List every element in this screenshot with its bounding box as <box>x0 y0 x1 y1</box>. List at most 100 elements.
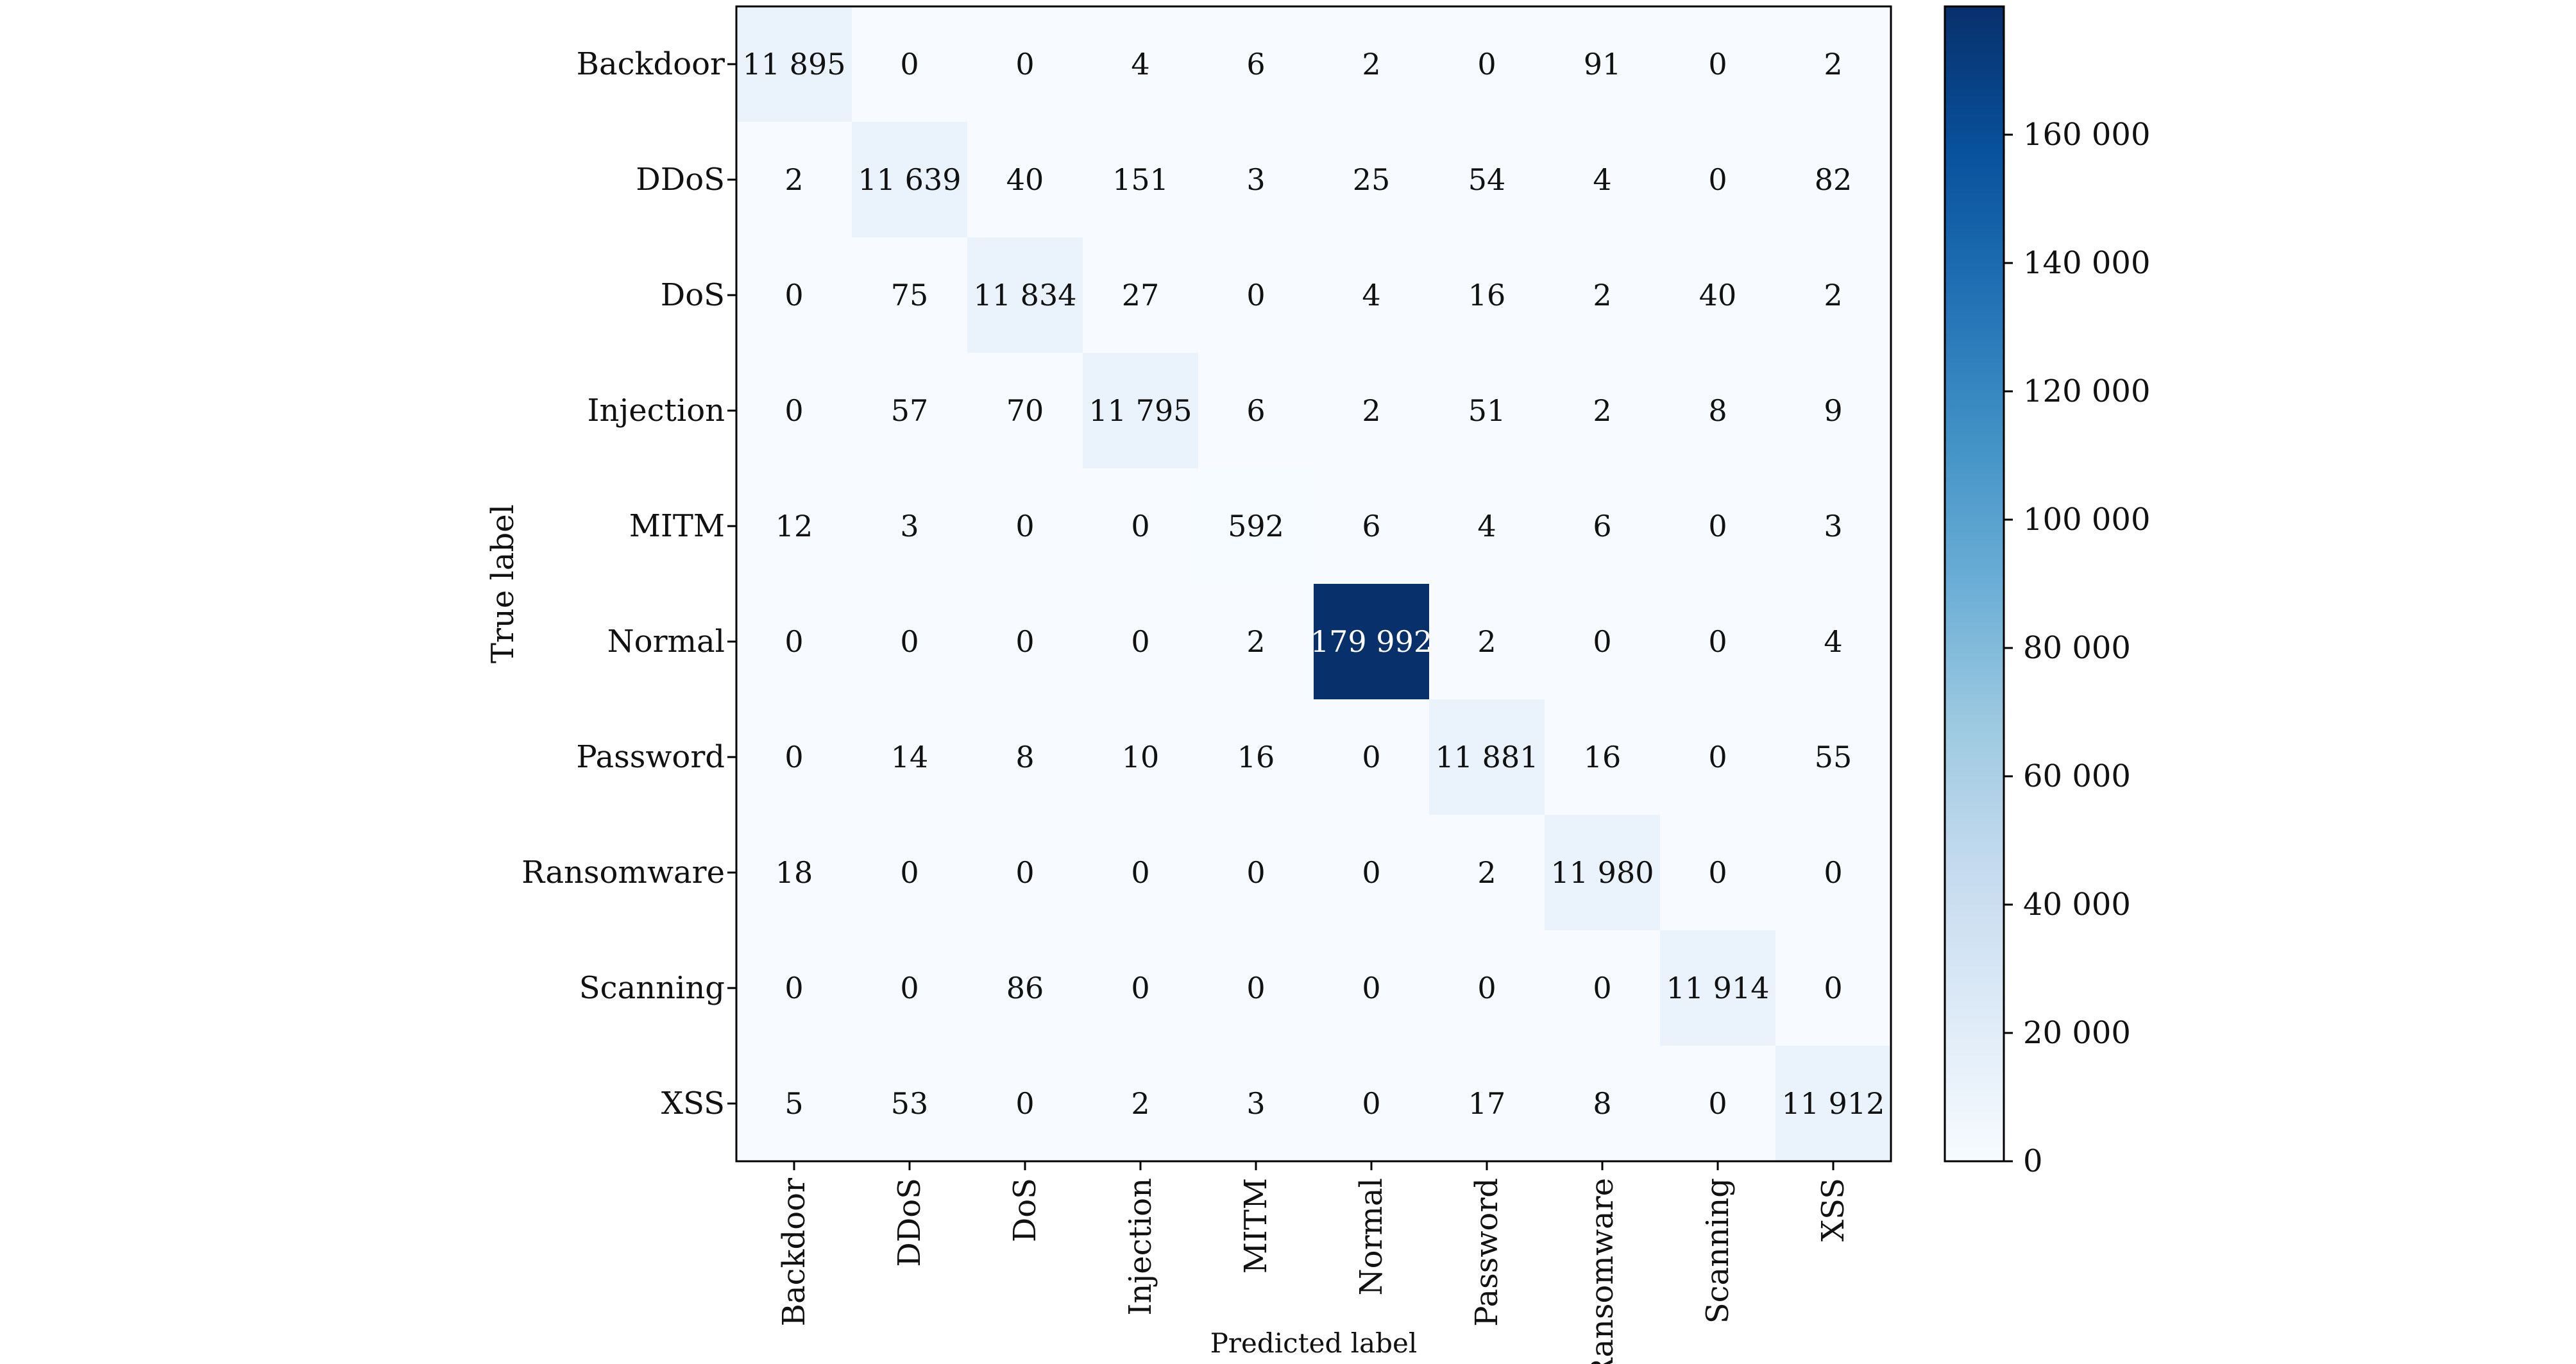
cell-value-label: 4 <box>1362 278 1380 312</box>
heatmap-cell <box>736 468 852 584</box>
cell-value-label: 3 <box>900 509 919 543</box>
cell-value-label: 0 <box>1593 971 1611 1005</box>
heatmap-cell <box>1429 584 1545 699</box>
heatmap-cell <box>1660 930 1775 1046</box>
cell-value-label: 0 <box>1708 509 1727 543</box>
cell-value-label: 6 <box>1246 393 1265 428</box>
heatmap-cell <box>1545 353 1660 468</box>
y-tick-label: MITM <box>629 508 725 544</box>
cell-value-label: 0 <box>1015 855 1034 890</box>
cell-value-label: 70 <box>1006 393 1044 428</box>
cell-value-label: 0 <box>1246 855 1265 890</box>
heatmap-cell <box>736 584 852 699</box>
cell-value-label: 0 <box>1131 855 1149 890</box>
heatmap-cell <box>1775 468 1891 584</box>
heatmap-cell <box>1083 584 1198 699</box>
heatmap-cell <box>1545 1046 1660 1161</box>
cell-value-label: 0 <box>1708 1086 1727 1121</box>
cell-value-label: 51 <box>1468 393 1506 428</box>
heatmap-cell <box>1198 122 1314 237</box>
cell-value-label: 179 992 <box>1310 624 1432 659</box>
heatmap-cell <box>967 930 1083 1046</box>
heatmap-cell <box>967 584 1083 699</box>
x-tick-label: Password <box>1469 1178 1505 1327</box>
cell-value-label: 75 <box>891 278 929 312</box>
cell-value-label: 11 914 <box>1666 971 1770 1005</box>
heatmap-cell <box>1314 468 1429 584</box>
heatmap-cell <box>1314 1046 1429 1161</box>
heatmap-cell <box>1314 237 1429 353</box>
cell-value-label: 0 <box>1824 971 1842 1005</box>
cell-value-label: 0 <box>784 740 803 774</box>
y-tick-label: DoS <box>661 277 725 313</box>
cell-value-label: 11 795 <box>1089 393 1192 428</box>
heatmap-cell <box>1083 815 1198 930</box>
cell-value-label: 0 <box>1015 1086 1034 1121</box>
cell-value-label: 11 912 <box>1782 1086 1885 1121</box>
y-axis: Backdoor DDoS DoS Injection MITM Normal Passwo… <box>521 46 736 1121</box>
cell-value-label: 0 <box>1246 971 1265 1005</box>
heatmap-cell <box>1198 815 1314 930</box>
colorbar-tick-label: 80 000 <box>2023 630 2131 666</box>
heatmap-cell <box>967 122 1083 237</box>
plot-frame <box>735 5 1892 1163</box>
heatmap-cell <box>1198 930 1314 1046</box>
cell-value-label: 27 <box>1122 278 1160 312</box>
x-tick-label: DDoS <box>892 1178 928 1267</box>
heatmap-cell <box>852 584 967 699</box>
heatmap-cell <box>1198 237 1314 353</box>
cell-value-label: 2 <box>1131 1086 1149 1121</box>
heatmap-cell <box>967 815 1083 930</box>
heatmap-cell <box>1429 122 1545 237</box>
cell-value-label: 4 <box>1131 47 1149 81</box>
colorbar-tick-label: 160 000 <box>2023 117 2151 153</box>
cell-value-label: 2 <box>784 162 803 197</box>
heatmap-cell <box>1775 930 1891 1046</box>
y-tick-label: Injection <box>588 393 725 429</box>
heatmap-cell <box>1545 6 1660 122</box>
colorbar-tick-label: 140 000 <box>2023 245 2151 281</box>
heatmap-cell <box>967 1046 1083 1161</box>
cell-value-label: 0 <box>1708 855 1727 890</box>
cell-value-label: 0 <box>1593 624 1611 659</box>
cell-value-label: 0 <box>1362 1086 1380 1121</box>
colorbar: 0 20 000 40 000 60 000 80 000 100 000 120 000 1… <box>1944 5 2151 1179</box>
cell-value-label: 0 <box>1362 740 1380 774</box>
cell-value-label: 2 <box>1824 47 1842 81</box>
heatmap-cell <box>1429 6 1545 122</box>
heatmap-cell <box>1545 237 1660 353</box>
heatmap-cell <box>1083 353 1198 468</box>
cell-value-label: 53 <box>891 1086 929 1121</box>
cell-value-label: 14 <box>891 740 929 774</box>
cell-value-label: 0 <box>1015 509 1034 543</box>
cell-value-label: 0 <box>900 855 919 890</box>
heatmap-cell <box>1083 6 1198 122</box>
cell-value-label: 0 <box>1131 971 1149 1005</box>
heatmap-cell <box>1545 122 1660 237</box>
x-tick-label: Normal <box>1353 1178 1389 1295</box>
cell-value-label: 9 <box>1824 393 1842 428</box>
cell-value-label: 0 <box>1015 47 1034 81</box>
cell-value-label: 0 <box>1246 278 1265 312</box>
cell-value-label: 4 <box>1593 162 1611 197</box>
heatmap-cell <box>1198 468 1314 584</box>
cell-value-label: 0 <box>1362 855 1380 890</box>
colorbar-tick-label: 20 000 <box>2023 1015 2131 1051</box>
x-tick-label: Ransomware <box>1584 1178 1620 1364</box>
heatmap-cell <box>1545 699 1660 815</box>
cell-value-label: 40 <box>1006 162 1044 197</box>
heatmap-cell <box>736 930 852 1046</box>
heatmap-cell <box>1660 468 1775 584</box>
heatmap-cell <box>1775 699 1891 815</box>
heatmap-cell <box>1314 122 1429 237</box>
cell-value-label: 151 <box>1112 162 1169 197</box>
cell-value-label: 6 <box>1246 47 1265 81</box>
cell-value-label: 2 <box>1362 393 1380 428</box>
heatmap-cell <box>1545 584 1660 699</box>
heatmap-cell <box>852 122 967 237</box>
heatmap-cell <box>1314 584 1429 699</box>
heatmap-cell <box>736 122 852 237</box>
heatmap-cell <box>1429 815 1545 930</box>
x-axis: Backdoor DDoS DoS Injection MITM Normal Passwo… <box>776 1161 1851 1364</box>
heatmap-cell <box>1083 699 1198 815</box>
